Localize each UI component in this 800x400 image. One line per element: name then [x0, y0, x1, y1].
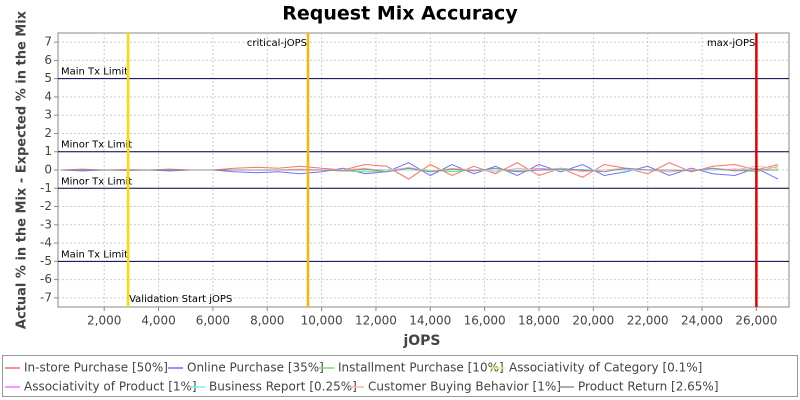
- x-tick-label: 22,000: [627, 314, 669, 328]
- x-tick-label: 20,000: [572, 314, 614, 328]
- y-tick-label: 7: [44, 35, 52, 49]
- domain-marker-label: critical-jOPS: [247, 38, 307, 49]
- legend-label: Product Return [2.65%]: [578, 380, 719, 394]
- y-tick-label: -1: [40, 181, 52, 195]
- legend-label: In-store Purchase [50%]: [24, 361, 168, 375]
- y-tick-label: -5: [40, 254, 52, 268]
- x-tick-label: 24,000: [681, 314, 723, 328]
- y-tick-label: 6: [44, 53, 52, 67]
- x-tick-label: 18,000: [518, 314, 560, 328]
- legend-label: Installment Purchase [10%]: [338, 361, 504, 375]
- x-tick-label: 2,000: [87, 314, 121, 328]
- legend: [2, 355, 798, 397]
- x-tick-label: 4,000: [141, 314, 175, 328]
- y-tick-label: -6: [40, 272, 52, 286]
- range-marker-label: Main Tx Limit: [61, 67, 128, 78]
- legend-label: Associativity of Category [0.1%]: [509, 361, 702, 375]
- range-marker-label: Minor Tx Limit: [61, 176, 132, 187]
- range-marker-label: Main Tx Limit: [61, 249, 128, 260]
- x-tick-label: 12,000: [355, 314, 397, 328]
- x-tick-label: 8,000: [250, 314, 284, 328]
- series-line: [60, 167, 779, 173]
- x-axis-label: jOPS: [402, 333, 440, 349]
- legend-label: Customer Buying Behavior [1%]: [368, 380, 561, 394]
- domain-marker-label: Validation Start jOPS: [129, 294, 232, 305]
- y-tick-label: -3: [40, 217, 52, 231]
- y-tick-label: -7: [40, 290, 52, 304]
- y-tick-label: -2: [40, 199, 52, 213]
- y-tick-label: 2: [44, 126, 52, 140]
- legend-label: Online Purchase [35%]: [187, 361, 324, 375]
- x-tick-label: 6,000: [196, 314, 230, 328]
- y-tick-label: 1: [44, 144, 52, 158]
- y-axis-label: Actual % in the Mix - Expected % in the …: [15, 10, 30, 329]
- x-tick-label: 10,000: [301, 314, 343, 328]
- x-tick-label: 26,000: [735, 314, 777, 328]
- chart-title: Request Mix Accuracy: [282, 3, 518, 25]
- legend-label: Associativity of Product [1%]: [24, 380, 197, 394]
- legend-label: Business Report [0.25%]: [209, 380, 357, 394]
- x-tick-label: 14,000: [409, 314, 451, 328]
- y-tick-label: 3: [44, 108, 52, 122]
- y-tick-label: 5: [44, 71, 52, 85]
- y-tick-label: 0: [44, 163, 52, 177]
- range-marker-label: Minor Tx Limit: [61, 140, 132, 151]
- y-tick-label: 4: [44, 89, 52, 103]
- y-tick-label: -4: [40, 236, 52, 250]
- domain-marker-label: max-jOPS: [707, 38, 755, 49]
- x-tick-label: 16,000: [464, 314, 506, 328]
